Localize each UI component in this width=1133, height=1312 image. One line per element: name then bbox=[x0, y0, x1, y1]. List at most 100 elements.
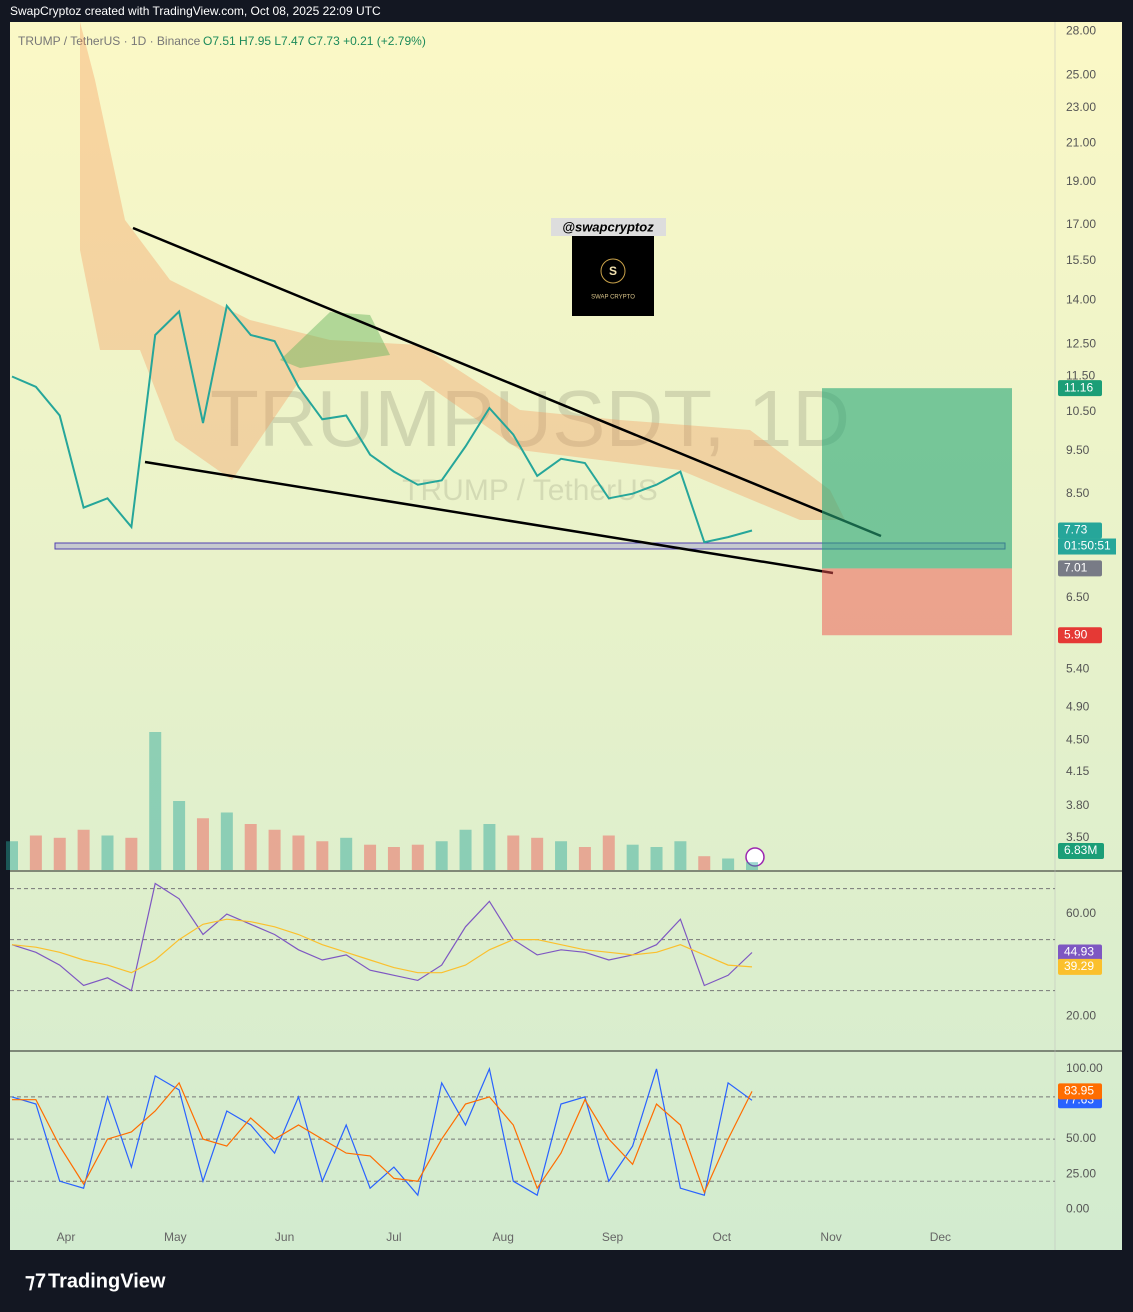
watermark-sub: TRUMP / TetherUS bbox=[402, 474, 658, 507]
x-tick-label: Apr bbox=[57, 1230, 76, 1244]
position-label: 11.16 bbox=[1064, 380, 1093, 394]
last-value-bg bbox=[1058, 1083, 1102, 1100]
y-tick-label: 19.00 bbox=[1066, 174, 1096, 188]
volume-bar bbox=[268, 829, 281, 870]
x-tick-label: May bbox=[164, 1230, 187, 1244]
x-tick-label: Sep bbox=[602, 1230, 624, 1244]
volume-bar bbox=[220, 812, 233, 870]
y-tick-label: 4.90 bbox=[1066, 699, 1090, 713]
volume-bar bbox=[77, 829, 90, 870]
volume-bar bbox=[555, 841, 568, 870]
stop-zone bbox=[822, 568, 1012, 636]
volume-bar bbox=[244, 824, 257, 870]
volume-label-bg bbox=[1058, 843, 1104, 859]
volume-bar bbox=[650, 847, 663, 870]
brand: @swapcryptoz bbox=[562, 219, 654, 234]
target-zone bbox=[822, 388, 1012, 569]
x-tick-label: Aug bbox=[493, 1230, 514, 1244]
y-tick-label: 60.00 bbox=[1066, 906, 1096, 920]
footer: TradingView bbox=[48, 1270, 166, 1292]
footer-logo: ⁊7 bbox=[25, 1270, 46, 1292]
series-line bbox=[11, 882, 753, 992]
countdown: 01:50:51 bbox=[1064, 539, 1111, 553]
last-value-bg bbox=[1058, 958, 1102, 975]
volume-bar bbox=[722, 858, 735, 870]
volume-bar bbox=[698, 856, 711, 870]
y-tick-label: 50.00 bbox=[1066, 1131, 1096, 1145]
y-tick-label: 9.50 bbox=[1066, 443, 1090, 457]
y-tick-label: 100.00 bbox=[1066, 1061, 1103, 1075]
position-label-bg bbox=[1058, 380, 1102, 397]
y-tick-label: 8.50 bbox=[1066, 486, 1090, 500]
volume-bar bbox=[746, 862, 758, 870]
series-line bbox=[12, 1081, 753, 1195]
y-tick-label: 14.00 bbox=[1066, 292, 1096, 306]
ichimoku-cloud bbox=[80, 22, 845, 520]
alert-icon[interactable] bbox=[745, 847, 765, 867]
volume-bar bbox=[196, 818, 209, 870]
y-tick-label: 25.00 bbox=[1066, 68, 1096, 82]
y-tick-label: 12.50 bbox=[1066, 336, 1096, 350]
series-line bbox=[11, 303, 753, 544]
volume-bar bbox=[292, 835, 305, 870]
y-tick-label: 23.00 bbox=[1066, 100, 1096, 114]
logo-text: SWAP CRYPTO bbox=[591, 295, 635, 301]
y-tick-label: 21.00 bbox=[1066, 135, 1096, 149]
x-tick-label: Jun bbox=[275, 1230, 294, 1244]
header: SwapCryptoz created with TradingView.com… bbox=[10, 4, 381, 18]
last-value: 44.93 bbox=[1064, 945, 1094, 959]
chart-background bbox=[10, 22, 1122, 1250]
volume-bar bbox=[53, 837, 66, 870]
volume-bar bbox=[149, 732, 162, 870]
ohlc: O7.51 H7.95 L7.47 C7.73 +0.21 (+2.79%) bbox=[203, 34, 426, 48]
countdown-bg bbox=[1058, 538, 1116, 555]
volume-bar bbox=[6, 841, 18, 870]
last-value: 83.95 bbox=[1064, 1084, 1094, 1098]
x-tick-label: Nov bbox=[820, 1230, 841, 1244]
last-value-bg bbox=[1058, 944, 1102, 961]
y-tick-label: 0.00 bbox=[1066, 1201, 1090, 1215]
volume-bar bbox=[101, 835, 114, 870]
y-tick-label: 28.00 bbox=[1066, 24, 1096, 38]
volume-bar bbox=[674, 841, 687, 870]
y-tick-label: 20.00 bbox=[1066, 1008, 1096, 1022]
trendline-lower bbox=[144, 460, 834, 575]
volume-bar bbox=[578, 847, 591, 870]
x-tick-label: Dec bbox=[930, 1230, 951, 1244]
volume-bar bbox=[125, 837, 138, 870]
logo-letter: S bbox=[609, 264, 617, 278]
y-tick-label: 15.50 bbox=[1066, 253, 1096, 267]
brand-box bbox=[551, 218, 666, 236]
symbol: TRUMP / TetherUS · 1D · Binance bbox=[18, 34, 201, 48]
volume-bar bbox=[411, 844, 424, 870]
logo-ring bbox=[600, 258, 626, 284]
series-line bbox=[11, 918, 753, 974]
volume-bar bbox=[626, 844, 639, 870]
watermark: TRUMPUSDT, 1D bbox=[210, 374, 850, 463]
x-tick-label: Jul bbox=[386, 1230, 401, 1244]
series-line bbox=[11, 1066, 753, 1197]
volume-bar bbox=[173, 801, 186, 870]
y-tick-label: 25.00 bbox=[1066, 1166, 1096, 1180]
position-label-bg bbox=[1058, 627, 1102, 644]
volume-bar bbox=[507, 835, 520, 870]
volume-bar bbox=[364, 844, 377, 870]
y-tick-label: 10.50 bbox=[1066, 404, 1096, 418]
position-label: 5.90 bbox=[1064, 627, 1088, 641]
last-value: 7.73 bbox=[1064, 523, 1088, 537]
y-tick-label: 3.50 bbox=[1066, 830, 1090, 844]
y-tick-label: 17.00 bbox=[1066, 217, 1096, 231]
volume-bar bbox=[29, 835, 42, 870]
volume-label: 6.83M bbox=[1064, 843, 1097, 857]
volume-bar bbox=[531, 837, 544, 870]
brand-logo bbox=[572, 236, 654, 316]
volume-bar bbox=[435, 841, 448, 870]
y-tick-label: 4.50 bbox=[1066, 732, 1090, 746]
ichimoku-cloud-green bbox=[280, 312, 390, 368]
y-tick-label: 4.15 bbox=[1066, 764, 1090, 778]
position-label: 7.01 bbox=[1064, 561, 1088, 575]
volume-bar bbox=[387, 847, 400, 870]
y-tick-label: 3.80 bbox=[1066, 798, 1090, 812]
